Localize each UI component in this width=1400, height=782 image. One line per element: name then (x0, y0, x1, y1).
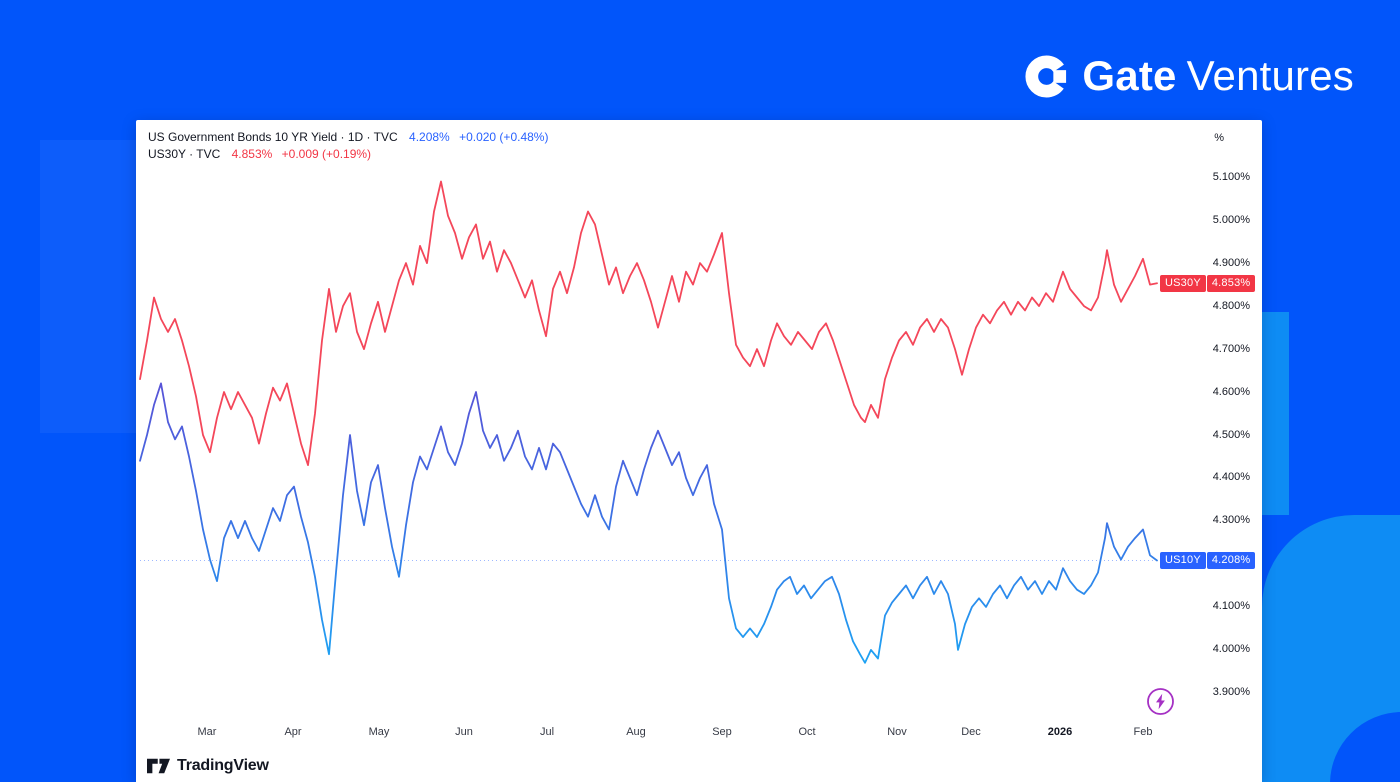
chart-svg (139, 180, 1158, 664)
tradingview-logo-text: TradingView (177, 757, 269, 774)
time-axis-label: May (368, 726, 390, 738)
legend-row-us10y: US Government Bonds 10 YR Yield · 1D · T… (148, 129, 548, 146)
us30y-change: +0.009 (+0.19%) (281, 147, 372, 161)
price-axis-tick: 4.000% (1212, 643, 1250, 656)
time-axis-label: 2026 (1047, 726, 1073, 738)
price-axis-tick: 4.900% (1212, 256, 1250, 269)
price-axis-tick: 4.300% (1212, 514, 1250, 527)
price-axis-tick: 5.000% (1212, 213, 1250, 226)
time-axis-label: Dec (961, 726, 981, 738)
legend-row-us30y: US30Y · TVC 4.853% +0.009 (+0.19%) (148, 146, 548, 163)
time-axis-label: Jun (455, 726, 473, 738)
us10y-badge-value: 4.208% (1206, 551, 1256, 569)
time-axis-label: Sep (712, 726, 732, 738)
time-axis-label: Jul (539, 726, 555, 738)
brand-text: Gate Ventures (1082, 52, 1354, 100)
time-axis-label: Mar (197, 726, 217, 738)
attribution-bar: TradingView (136, 750, 1262, 782)
realtime-lightning-icon[interactable] (1146, 687, 1175, 716)
price-axis-tick: 4.700% (1212, 342, 1250, 355)
price-axis-tick: 4.600% (1212, 385, 1250, 398)
us30y-symbol-title[interactable]: US30Y · TVC (148, 147, 221, 161)
us10y-change: +0.020 (+0.48%) (459, 130, 549, 144)
brand-ventures: Ventures (1186, 52, 1354, 99)
tradingview-logo-link[interactable]: TradingView (147, 757, 269, 775)
time-axis-label: Aug (626, 726, 646, 738)
us10y-symbol-title[interactable]: US Government Bonds 10 YR Yield · 1D · T… (148, 130, 398, 144)
us30y-price-badge: US30Y 4.853% (1160, 274, 1256, 292)
us10y-badge-label: US10Y (1160, 551, 1206, 569)
price-axis-tick: 4.400% (1212, 471, 1250, 484)
time-axis-label: Feb (1133, 726, 1153, 738)
us30y-last-price: 4.853% (231, 147, 273, 161)
brand-gate: Gate (1082, 52, 1177, 99)
decorative-strip (1262, 312, 1289, 515)
time-axis-label: Nov (887, 726, 907, 738)
price-axis-tick: 4.100% (1212, 600, 1250, 613)
price-axis-unit: % (1214, 132, 1224, 144)
us30y-badge-label: US30Y (1160, 274, 1206, 292)
time-axis-label: Apr (284, 726, 302, 738)
price-axis[interactable]: % 5.100% 5.000% 4.900% 4.800% 4.700% 4.600% 4.… (1166, 120, 1262, 750)
gate-ventures-logo: Gate Ventures (1023, 52, 1354, 100)
price-axis-tick: 3.900% (1212, 686, 1250, 699)
chart-plot-area[interactable]: US30Y 4.853% US10Y 4.208% (136, 120, 1256, 750)
us10y-line-series (139, 382, 1158, 664)
time-axis[interactable]: Mar Apr May Jun Jul Aug Sep Oct Nov Dec 2026 Feb (136, 723, 1166, 745)
us10y-price-badge: US10Y 4.208% (1160, 551, 1256, 569)
us10y-last-price: 4.208% (409, 130, 450, 144)
chart-card: US Government Bonds 10 YR Yield · 1D · T… (136, 120, 1262, 782)
gate-logo-icon (1025, 54, 1068, 98)
price-axis-tick: 5.100% (1212, 170, 1250, 183)
chart-legend: US Government Bonds 10 YR Yield · 1D · T… (148, 129, 548, 163)
us30y-badge-value: 4.853% (1206, 274, 1256, 292)
us30y-line-series (139, 180, 1158, 467)
price-axis-tick: 4.500% (1212, 428, 1250, 441)
decorative-rect (40, 140, 137, 433)
time-axis-label: Oct (798, 726, 816, 738)
price-axis-tick: 4.800% (1212, 299, 1250, 312)
tradingview-logo-icon (147, 758, 170, 774)
